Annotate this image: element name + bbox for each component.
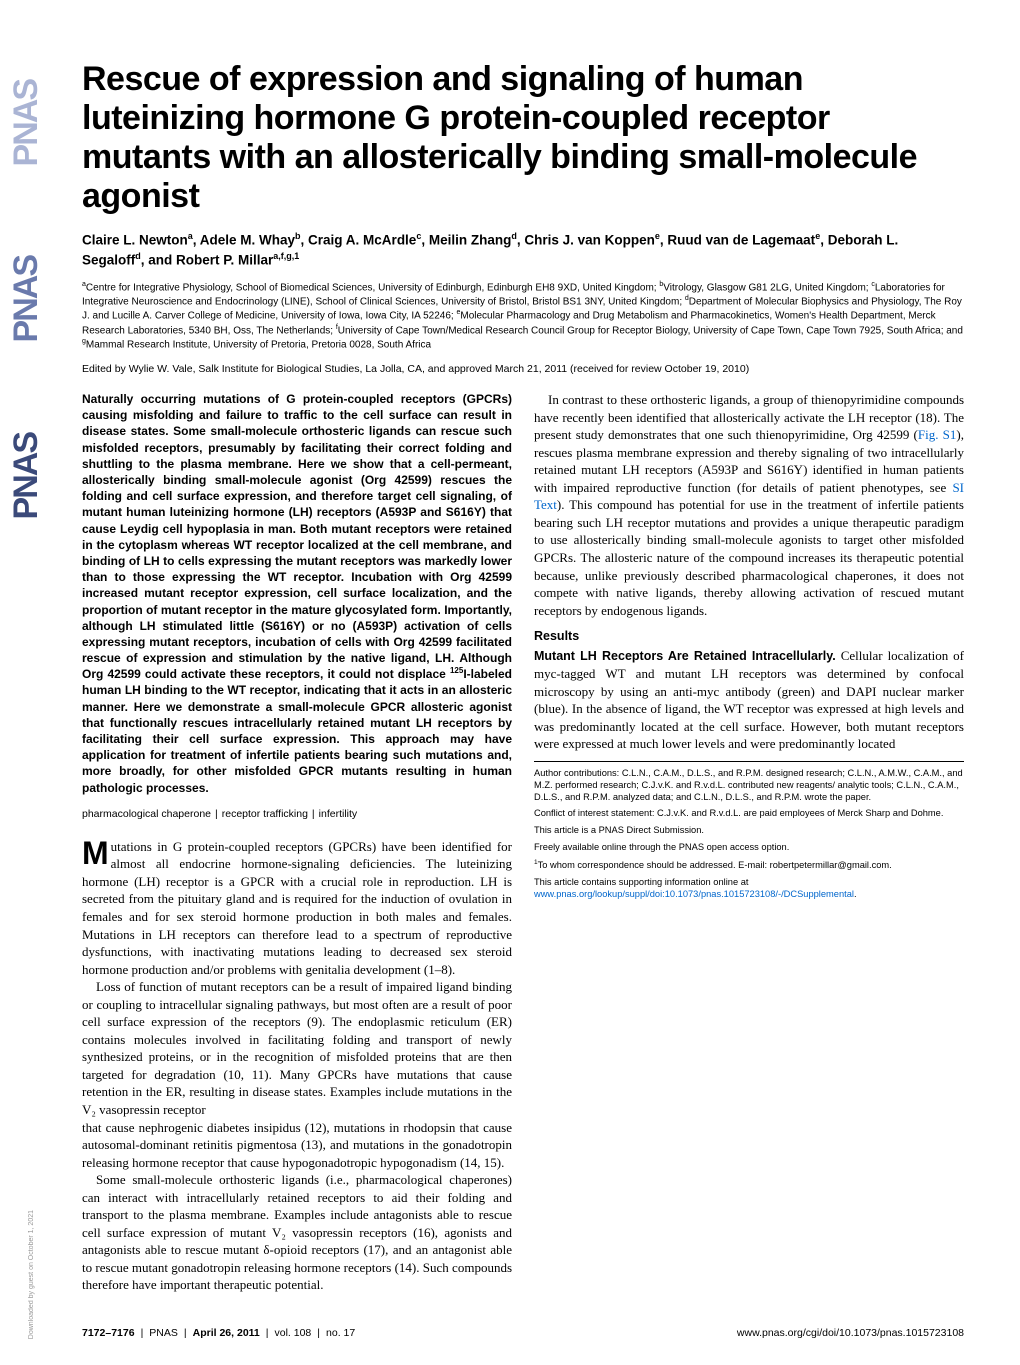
body-text: ). This compound has potential for use i… xyxy=(534,497,964,617)
author-list: Claire L. Newtona, Adele M. Whayb, Craig… xyxy=(82,230,964,269)
keyword: pharmacological chaperone xyxy=(82,808,211,820)
page-footer: 7172–7176|PNAS|April 26, 2011|vol. 108|n… xyxy=(82,1327,964,1339)
si-link-fig[interactable]: Fig. S1 xyxy=(918,427,957,442)
body-text: Cellular localization of myc-tagged WT a… xyxy=(534,648,964,751)
body-paragraph: Some small-molecule orthosteric ligands … xyxy=(82,1171,512,1294)
keyword: receptor trafficking xyxy=(222,808,308,820)
separator-icon: | xyxy=(215,808,218,820)
page-range: 7172–7176 xyxy=(82,1327,135,1339)
article-title: Rescue of expression and signaling of hu… xyxy=(82,60,964,216)
body-text: In contrast to these orthosteric ligands… xyxy=(534,392,964,442)
run-in-heading: Mutant LH Receptors Are Retained Intrace… xyxy=(534,649,836,663)
body-text: utations in G protein-coupled receptors … xyxy=(82,839,512,977)
pnas-logo: PNAS xyxy=(7,433,46,519)
footnote-correspondence: 1To whom correspondence should be addres… xyxy=(534,859,964,872)
journal-banner: PNAS PNAS PNAS xyxy=(0,0,52,1365)
body-paragraph: In contrast to these orthosteric ligands… xyxy=(534,391,964,619)
pnas-logo: PNAS xyxy=(7,256,46,342)
issue-number: no. 17 xyxy=(326,1327,355,1339)
footnotes: Author contributions: C.L.N., C.A.M., D.… xyxy=(534,761,964,901)
footnote-coi: Conflict of interest statement: C.J.v.K.… xyxy=(534,808,964,820)
affiliations: aCentre for Integrative Physiology, Scho… xyxy=(82,280,964,352)
body-paragraph: Mutant LH Receptors Are Retained Intrace… xyxy=(534,647,964,753)
journal-name: PNAS xyxy=(149,1327,178,1339)
pnas-logo: PNAS xyxy=(7,80,46,166)
dropcap: M xyxy=(82,838,111,867)
footnote-open-access: Freely available online through the PNAS… xyxy=(534,842,964,854)
edited-by: Edited by Wylie W. Vale, Salk Institute … xyxy=(82,363,964,377)
download-note: Downloaded by guest on October 1, 2021 xyxy=(28,1210,35,1339)
body-paragraph: Mutations in G protein-coupled receptors… xyxy=(82,838,512,978)
article-content: Rescue of expression and signaling of hu… xyxy=(82,60,964,1313)
footer-right: www.pnas.org/cgi/doi/10.1073/pnas.101572… xyxy=(737,1327,964,1339)
section-heading-results: Results xyxy=(534,629,964,643)
body-paragraph: Loss of function of mutant receptors can… xyxy=(82,978,512,1118)
keyword: infertility xyxy=(319,808,358,820)
footnote-submission: This article is a PNAS Direct Submission… xyxy=(534,825,964,837)
separator-icon: | xyxy=(312,808,315,820)
footer-left: 7172–7176|PNAS|April 26, 2011|vol. 108|n… xyxy=(82,1327,355,1339)
footnote-author-contrib: Author contributions: C.L.N., C.A.M., D.… xyxy=(534,768,964,804)
issue-date: April 26, 2011 xyxy=(193,1327,260,1339)
footnote-si: This article contains supporting informa… xyxy=(534,877,964,901)
keywords: pharmacological chaperone | receptor traff… xyxy=(82,808,512,820)
two-column-body: Naturally occurring mutations of G prote… xyxy=(82,391,964,1313)
volume: vol. 108 xyxy=(275,1327,312,1339)
body-paragraph: that cause nephrogenic diabetes insipidu… xyxy=(82,1119,512,1172)
abstract: Naturally occurring mutations of G prote… xyxy=(82,391,512,796)
